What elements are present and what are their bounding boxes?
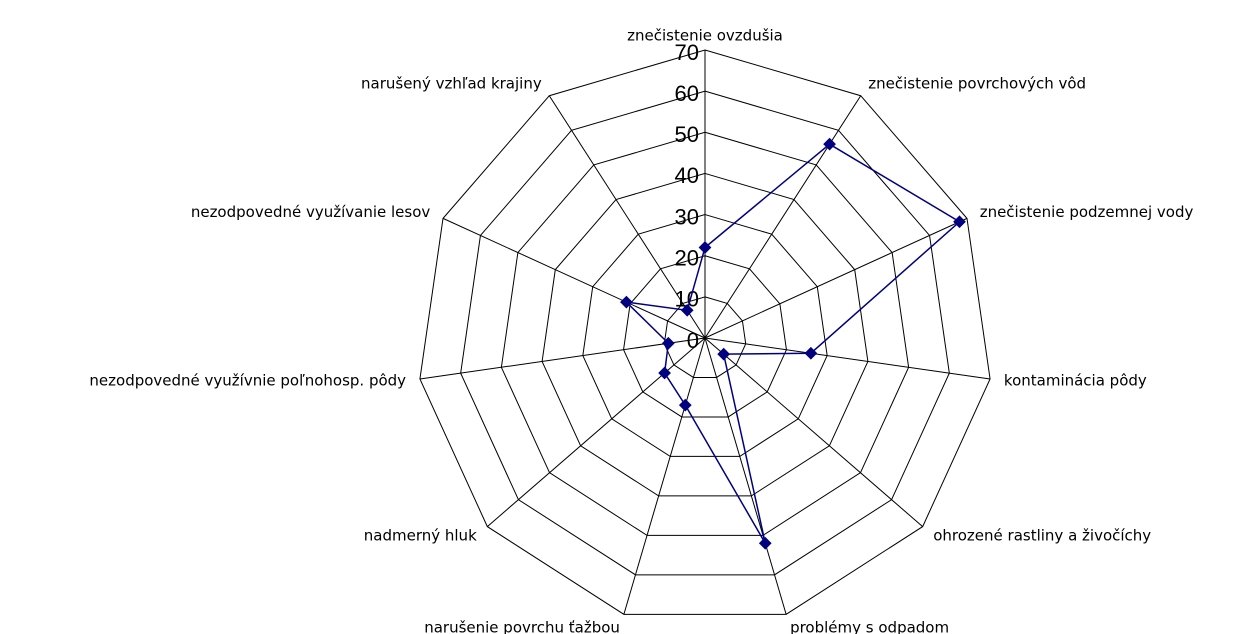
axis-spoke [704,95,862,339]
tick-label: 60 [675,81,699,106]
grid-ring [419,49,991,615]
category-label: znečistenie podzemnej vody [980,203,1194,221]
category-label: problémy s odpadom [790,618,949,634]
category-label: znečistenie ovzdušia [627,27,783,45]
tick-label: 40 [675,163,699,188]
grid-ring [541,172,869,497]
grid-ring [623,255,787,418]
series-line [624,143,961,544]
category-label: narušenie povrchu ťažbou [424,618,620,634]
axis-spoke [548,95,706,339]
category-label: nadmerný hluk [364,526,477,544]
axis-spoke [442,217,706,339]
grid-ring [500,131,910,536]
category-label: kontaminácia pôdy [1004,371,1147,389]
tick-label: 50 [675,122,699,147]
tick-label: 70 [675,40,699,65]
data-point [678,398,692,412]
axis-spoke [704,217,968,339]
category-label: znečistenie povrchových vôd [868,74,1086,92]
tick-label: 20 [675,246,699,271]
grid-ring [663,296,747,378]
tick-label: 30 [675,204,699,229]
axis-spoke [704,337,787,615]
data-point [758,536,772,550]
category-label: ohrozené rastliny a živočíchy [933,526,1151,544]
category-label: narušený vzhľad krajiny [361,74,542,92]
category-label: nezodpovedné využívnie poľnohosp. pôdy [89,371,406,389]
grid-ring [582,214,828,457]
grid-ring [460,90,950,576]
category-label: nezodpovedné využívanie lesov [191,203,431,221]
axis-spoke [487,337,706,527]
axis-spoke [704,337,991,380]
axis-spoke [704,337,923,527]
axis-spoke [419,337,706,380]
tick-label: 0 [687,328,699,353]
axis-spoke [623,337,706,615]
